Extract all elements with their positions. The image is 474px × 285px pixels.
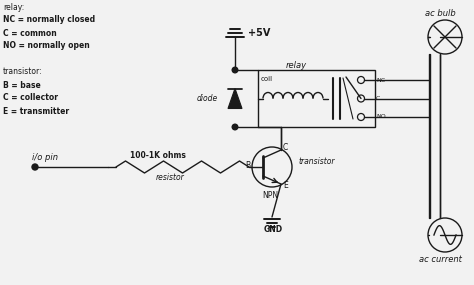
Text: ac bulb: ac bulb (425, 9, 456, 17)
Text: B: B (245, 162, 250, 170)
Text: GND: GND (264, 225, 283, 235)
Text: E: E (283, 182, 288, 190)
Text: 100-1K ohms: 100-1K ohms (130, 152, 186, 160)
Circle shape (32, 164, 38, 170)
Text: NO: NO (376, 115, 386, 119)
Polygon shape (228, 89, 242, 109)
Circle shape (232, 67, 238, 73)
Text: NO = normally open: NO = normally open (3, 42, 90, 50)
Text: ac current: ac current (419, 255, 461, 264)
Text: relay: relay (286, 60, 307, 70)
Text: C = collector: C = collector (3, 93, 58, 103)
Text: transistor: transistor (299, 158, 336, 166)
Text: coil: coil (261, 76, 273, 82)
Text: E = transmitter: E = transmitter (3, 107, 69, 115)
Text: diode: diode (197, 94, 218, 103)
Text: NC = normally closed: NC = normally closed (3, 15, 95, 25)
Text: NPN: NPN (262, 190, 278, 200)
Text: transistor:: transistor: (3, 68, 43, 76)
Text: C: C (376, 96, 380, 101)
Text: i/o pin: i/o pin (32, 152, 58, 162)
Bar (258, 70, 375, 127)
Text: resistor: resistor (155, 174, 184, 182)
Text: C: C (283, 144, 288, 152)
Text: relay:: relay: (3, 3, 24, 11)
Text: NC: NC (376, 78, 385, 82)
Text: C = common: C = common (3, 28, 57, 38)
Circle shape (232, 124, 238, 130)
Text: +5V: +5V (248, 28, 270, 38)
Text: B = base: B = base (3, 80, 41, 89)
